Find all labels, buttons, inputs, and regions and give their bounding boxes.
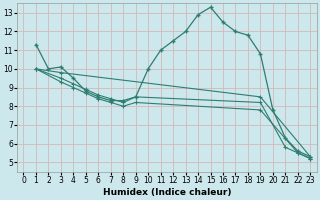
X-axis label: Humidex (Indice chaleur): Humidex (Indice chaleur) — [103, 188, 231, 197]
